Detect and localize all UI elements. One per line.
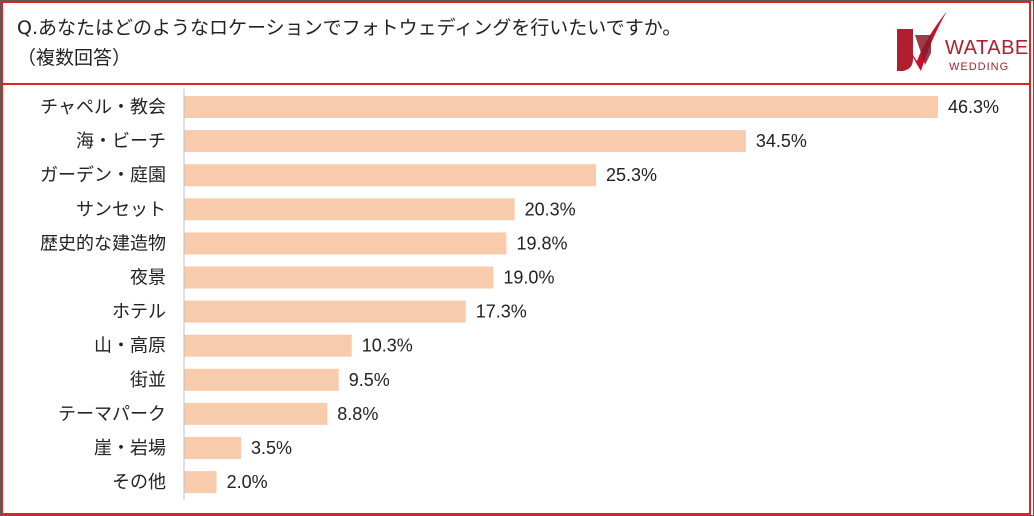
category-label: テーマパーク [58, 404, 166, 425]
bar [184, 130, 746, 153]
category-label: サンセット [76, 199, 166, 220]
value-label: 19.0% [503, 268, 554, 288]
value-label: 34.5% [756, 131, 807, 151]
bar [184, 198, 515, 221]
value-label: 20.3% [525, 199, 576, 219]
category-label: ホテル [112, 302, 166, 323]
category-label: 山・高原 [94, 336, 166, 357]
bar [184, 232, 507, 255]
chart-area: チャペル・教会 46.3% 海・ビーチ 34.5% ガーデン・庭園 25.3% サンセット 2… [1, 85, 1031, 515]
logo-wordmark: WATABE [945, 37, 1029, 59]
value-label: 9.5% [349, 370, 390, 390]
watabe-wedding-logo: WATABE WEDDING [891, 9, 1031, 79]
category-label: 海・ビーチ [76, 131, 166, 152]
bar [184, 334, 352, 357]
value-label: 46.3% [948, 97, 999, 117]
bar [184, 402, 328, 425]
value-label: 8.8% [337, 404, 378, 424]
bar [184, 300, 466, 323]
value-label: 17.3% [476, 302, 527, 322]
category-label: チャペル・教会 [40, 97, 166, 118]
bar-chart: チャペル・教会 46.3% 海・ビーチ 34.5% ガーデン・庭園 25.3% サンセット 2… [40, 89, 999, 501]
bar [184, 164, 597, 187]
category-label: 街並 [130, 370, 166, 391]
category-label: 歴史的な建造物 [40, 233, 166, 254]
question-header: Q.あなたはどのようなロケーションでフォトウェディングを行いたいですか。 （複数… [1, 1, 1031, 85]
category-label: 崖・岩場 [94, 438, 166, 459]
value-label: 25.3% [606, 165, 657, 185]
value-label: 19.8% [516, 233, 567, 253]
question-text: Q.あなたはどのようなロケーションでフォトウェディングを行いたいですか。 [17, 17, 682, 39]
logo-subtitle: WEDDING [949, 61, 1010, 73]
category-label: ガーデン・庭園 [40, 165, 166, 186]
bar [184, 471, 217, 494]
value-label: 3.5% [251, 438, 292, 458]
value-label: 10.3% [362, 336, 413, 356]
value-label: 2.0% [227, 472, 268, 492]
bar [184, 437, 241, 459]
category-label: 夜景 [130, 268, 166, 289]
category-label: その他 [112, 472, 166, 493]
bar [184, 368, 339, 391]
logo-mark-icon [897, 11, 947, 71]
question-note: （複数回答） [17, 47, 132, 69]
bar [184, 266, 494, 289]
bar [184, 96, 938, 118]
